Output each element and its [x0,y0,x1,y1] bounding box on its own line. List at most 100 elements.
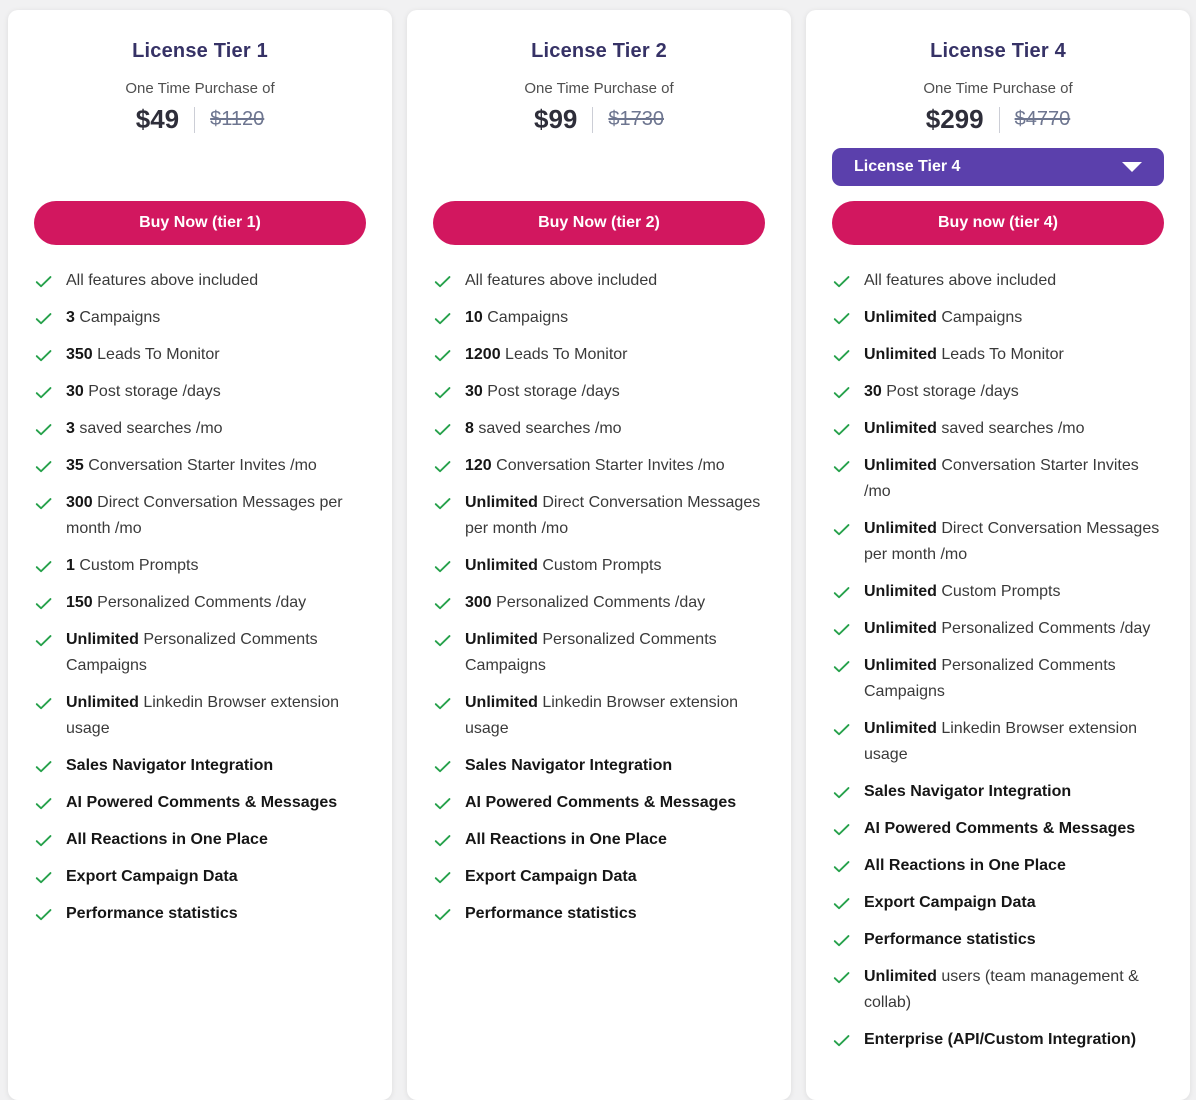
feature-item: All Reactions in One Place [832,853,1164,879]
feature-text: All Reactions in One Place [66,831,268,848]
feature-text: Export Campaign Data [864,894,1036,911]
price-row: $99 $1730 [534,104,664,135]
feature-text: 10 Campaigns [465,309,569,326]
check-icon [34,494,53,513]
check-icon [433,309,452,328]
check-icon [832,272,851,291]
feature-item: Unlimited Personalized Comments /day [832,616,1164,642]
feature-item: Unlimited Linkedin Browser extension usa… [433,690,765,742]
feature-item: 8 saved searches /mo [433,416,765,442]
feature-text: Sales Navigator Integration [465,757,673,774]
feature-item: All Reactions in One Place [433,827,765,853]
feature-item: 35 Conversation Starter Invites /mo [34,453,366,479]
check-icon [433,631,452,650]
feature-item: Sales Navigator Integration [832,779,1164,805]
current-price: $299 [925,104,984,134]
original-price: $4770 [1014,108,1071,130]
feature-item: AI Powered Comments & Messages [832,816,1164,842]
card-header: License Tier 4 One Time Purchase of $299… [832,34,1164,201]
feature-text: Sales Navigator Integration [66,757,274,774]
feature-item: 3 saved searches /mo [34,416,366,442]
check-icon [433,694,452,713]
check-icon [832,820,851,839]
check-icon [832,894,851,913]
feature-text: 35 Conversation Starter Invites /mo [66,457,317,474]
one-time-purchase-label: One Time Purchase of [524,80,674,97]
check-icon [832,383,851,402]
pricing-card-tier-1: License Tier 1 One Time Purchase of $49 … [8,10,392,1100]
feature-text: Unlimited Linkedin Browser extension usa… [465,694,739,737]
feature-text: All features above included [465,272,658,289]
pricing-card-tier-2: License Tier 2 One Time Purchase of $99 … [407,10,791,1100]
one-time-purchase-label: One Time Purchase of [125,80,275,97]
price-divider [592,106,594,133]
feature-text: Enterprise (API/Custom Integration) [864,1031,1137,1048]
feature-item: All features above included [433,268,765,294]
feature-text: 1 Custom Prompts [66,557,199,574]
feature-text: All features above included [66,272,259,289]
check-icon [34,794,53,813]
feature-item: 3 Campaigns [34,305,366,331]
check-icon [34,346,53,365]
buy-now-button-tier-4[interactable]: Buy now (tier 4) [832,201,1164,245]
check-icon [433,757,452,776]
feature-item: Export Campaign Data [832,890,1164,916]
check-icon [832,783,851,802]
feature-text: 30 Post storage /days [66,383,221,400]
check-icon [34,631,53,650]
price-divider [194,106,196,133]
feature-item: Unlimited Linkedin Browser extension usa… [832,716,1164,768]
feature-item: Export Campaign Data [34,864,366,890]
check-icon [832,309,851,328]
feature-text: Export Campaign Data [465,868,637,885]
feature-text: 1200 Leads To Monitor [465,346,628,363]
feature-text: 150 Personalized Comments /day [66,594,307,611]
check-icon [832,346,851,365]
buy-now-button-tier-2[interactable]: Buy Now (tier 2) [433,201,765,245]
card-title: License Tier 2 [531,40,667,62]
feature-item: Unlimited Linkedin Browser extension usa… [34,690,366,742]
feature-text: Unlimited Personalized Comments Campaign… [66,631,318,674]
feature-item: Performance statistics [433,901,765,927]
feature-text: 3 Campaigns [66,309,161,326]
check-icon [832,657,851,676]
check-icon [34,383,53,402]
feature-text: Unlimited Linkedin Browser extension usa… [66,694,340,737]
feature-item: 30 Post storage /days [433,379,765,405]
check-icon [433,494,452,513]
feature-item: 1200 Leads To Monitor [433,342,765,368]
feature-item: AI Powered Comments & Messages [433,790,765,816]
check-icon [34,694,53,713]
feature-item: Unlimited Campaigns [832,305,1164,331]
feature-text: Sales Navigator Integration [864,783,1072,800]
feature-text: All Reactions in One Place [864,857,1066,874]
check-icon [832,457,851,476]
feature-list: All features above included 3 Campaigns 35… [34,268,366,927]
feature-text: Unlimited Custom Prompts [465,557,662,574]
feature-item: Unlimited Custom Prompts [832,579,1164,605]
original-price: $1730 [608,108,664,130]
card-header: License Tier 1 One Time Purchase of $49 … [34,34,366,201]
feature-item: Unlimited Conversation Starter Invites /… [832,453,1164,505]
check-icon [832,720,851,739]
feature-item: Unlimited Personalized Comments Campaign… [34,627,366,679]
check-icon [433,868,452,887]
pricing-card-tier-4: License Tier 4 One Time Purchase of $299… [806,10,1190,1100]
feature-text: Export Campaign Data [66,868,238,885]
buy-now-button-tier-1[interactable]: Buy Now (tier 1) [34,201,366,245]
chevron-down-icon [1122,162,1142,172]
card-title: License Tier 1 [132,40,268,62]
feature-item: All features above included [832,268,1164,294]
tier-select-dropdown[interactable]: License Tier 4 [832,148,1164,186]
feature-item: Unlimited saved searches /mo [832,416,1164,442]
check-icon [34,557,53,576]
feature-list: All features above included 10 Campaigns 1… [433,268,765,927]
check-icon [433,831,452,850]
check-icon [34,272,53,291]
current-price: $49 [135,104,180,134]
feature-text: Unlimited saved searches /mo [864,420,1085,437]
one-time-purchase-label: One Time Purchase of [923,80,1073,97]
feature-item: Unlimited Personalized Comments Campaign… [433,627,765,679]
feature-text: 3 saved searches /mo [66,420,223,437]
